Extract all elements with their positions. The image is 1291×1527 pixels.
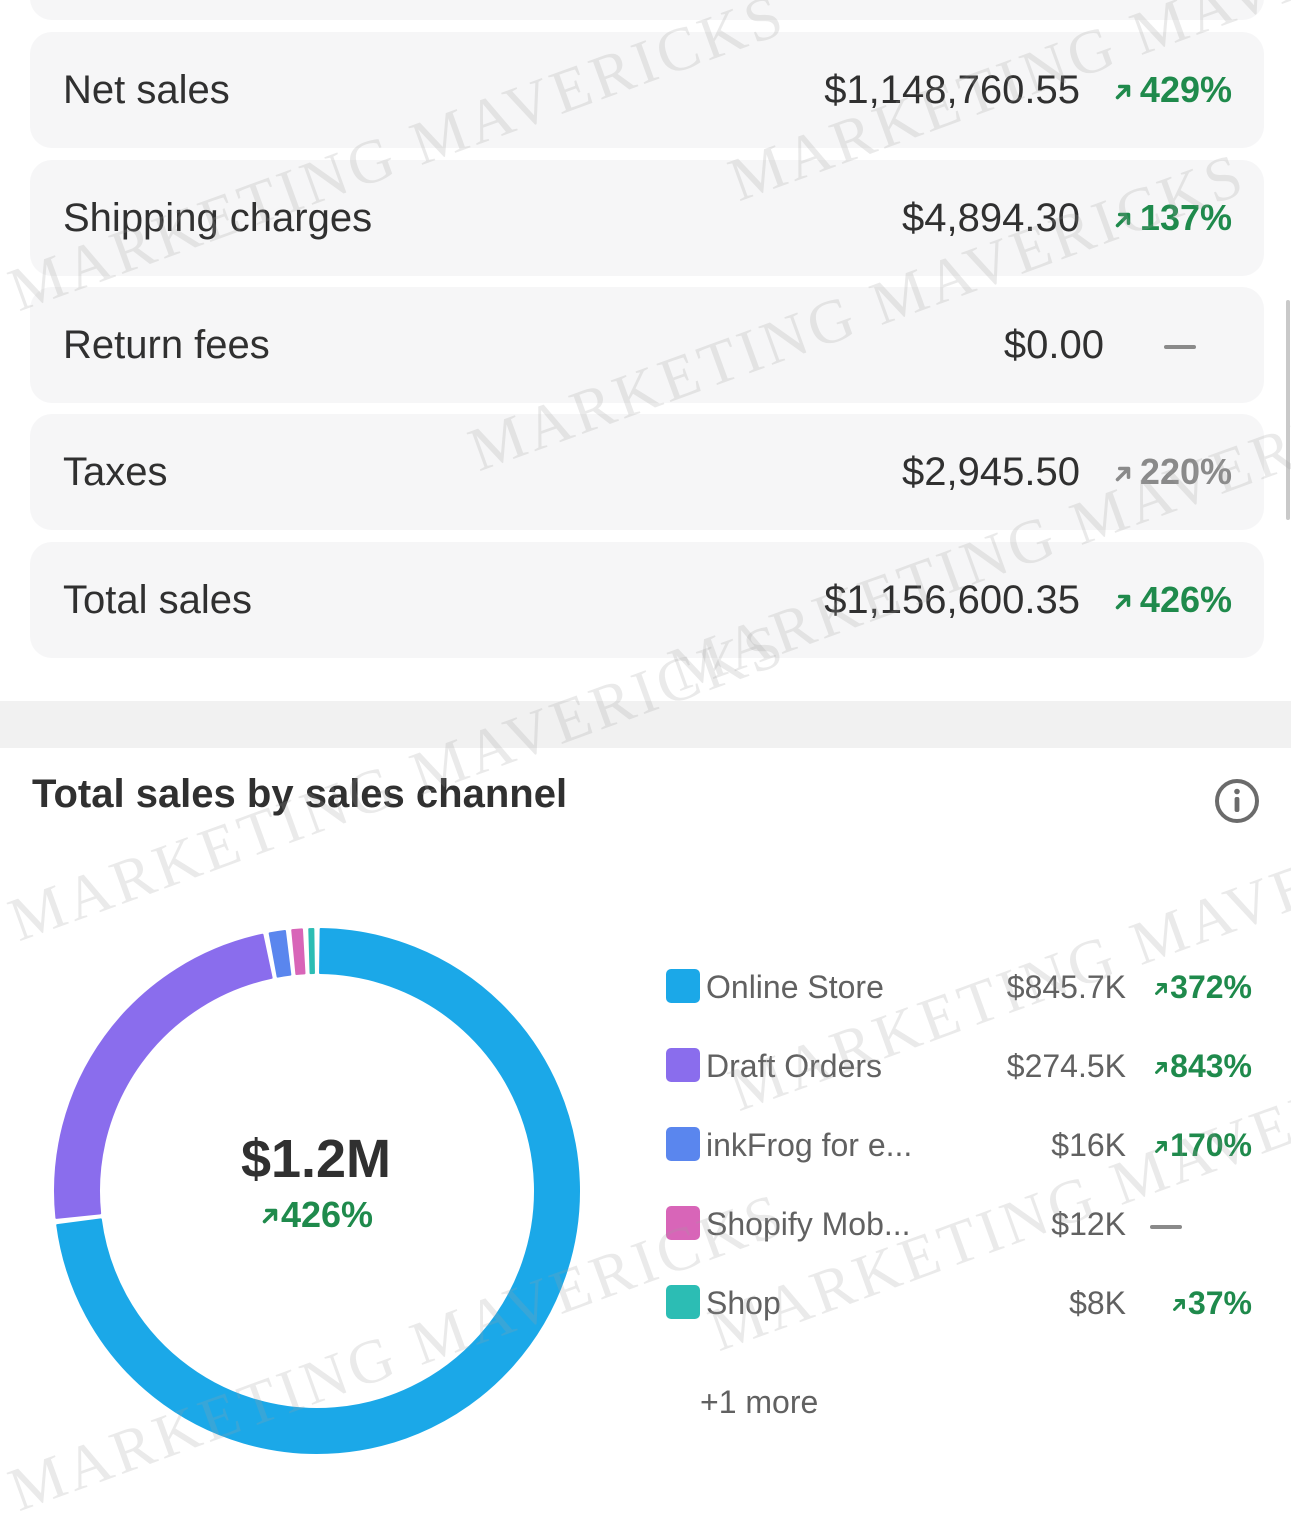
legend-value: $274.5K <box>1006 1048 1126 1084</box>
arrow-up-right-icon <box>1155 1062 1168 1074</box>
scrollbar-thumb[interactable] <box>1286 300 1290 520</box>
info-icon[interactable] <box>1212 776 1262 826</box>
no-change-dash-icon <box>1164 345 1196 350</box>
arrow-up-right-icon <box>1115 467 1131 482</box>
chart-total-change: 426% <box>186 1194 446 1236</box>
metrics-panel: Net sales $1,148,760.55 429% Shipping ch… <box>0 0 1291 700</box>
metric-row-total-sales[interactable]: Total sales $1,156,600.35 426% <box>30 542 1264 658</box>
donut-slice-inkfrog-for-e[interactable] <box>268 929 292 978</box>
legend-change: 372% <box>1132 957 1252 1017</box>
donut-chart <box>54 928 580 1454</box>
metric-row-net-sales[interactable]: Net sales $1,148,760.55 429% <box>30 32 1264 148</box>
change-percent: 426% <box>1139 579 1232 620</box>
metric-change: 429% <box>1102 32 1232 148</box>
arrow-up-right-icon <box>1155 983 1168 995</box>
change-percent: 170% <box>1170 1127 1252 1163</box>
arrow-up-right-icon <box>1115 213 1131 228</box>
metric-row-shipping-charges[interactable]: Shipping charges $4,894.30 137% <box>30 160 1264 276</box>
metric-value: $1,148,760.55 <box>824 68 1080 112</box>
legend-item[interactable]: Shop $8K 37% <box>666 1273 1256 1333</box>
change-percent: 372% <box>1170 969 1252 1005</box>
legend-item[interactable]: Online Store $845.7K 372% <box>666 957 1256 1017</box>
metric-change: 137% <box>1102 160 1232 276</box>
change-percent: 429% <box>1139 69 1232 110</box>
legend-item[interactable]: Draft Orders $274.5K 843% <box>666 1036 1256 1096</box>
metric-label: Shipping charges <box>63 196 373 240</box>
legend-label: inkFrog for e... <box>706 1127 913 1163</box>
metric-row-taxes[interactable]: Taxes $2,945.50 220% <box>30 414 1264 530</box>
legend-label: Shopify Mob... <box>706 1206 911 1242</box>
legend-swatch <box>666 1127 700 1161</box>
legend-label: Online Store <box>706 969 884 1005</box>
more-channels-link[interactable]: +1 more <box>700 1384 819 1420</box>
donut-slice-shop[interactable] <box>308 928 315 975</box>
change-percent: 220% <box>1139 451 1232 492</box>
legend-swatch <box>666 1048 700 1082</box>
legend-swatch <box>666 1206 700 1240</box>
arrow-up-right-icon <box>1173 1299 1185 1311</box>
metric-change <box>1066 287 1196 403</box>
change-percent: 137% <box>1139 197 1232 238</box>
donut-slice-draft-orders[interactable] <box>54 933 273 1219</box>
legend-swatch <box>666 1285 700 1319</box>
section-divider <box>0 701 1291 748</box>
metric-change: 220% <box>1102 414 1232 530</box>
arrow-up-right-icon <box>262 1208 278 1224</box>
arrow-up-right-icon <box>1115 85 1131 100</box>
legend-swatch <box>666 969 700 1003</box>
change-percent: 426% <box>280 1194 374 1235</box>
metric-label: Taxes <box>63 450 168 494</box>
metric-label: Net sales <box>63 68 230 112</box>
legend-change <box>1132 1194 1252 1254</box>
arrow-up-right-icon <box>1115 595 1131 610</box>
legend-label: Shop <box>706 1285 781 1321</box>
change-percent: 37% <box>1187 1285 1252 1321</box>
metric-value: $0.00 <box>1003 323 1104 367</box>
metric-label: Return fees <box>63 323 270 367</box>
legend-change: 37% <box>1132 1273 1252 1333</box>
legend-value: $845.7K <box>1006 969 1126 1005</box>
metric-value: $2,945.50 <box>902 450 1080 494</box>
legend-item[interactable]: inkFrog for e... $16K 170% <box>666 1115 1256 1175</box>
metric-row-cut-off <box>30 0 1264 20</box>
donut-slice-online-store[interactable] <box>56 928 580 1454</box>
legend-label: Draft Orders <box>706 1048 883 1084</box>
legend-value: $12K <box>1051 1206 1126 1242</box>
metric-change: 426% <box>1102 542 1232 658</box>
change-percent: 843% <box>1170 1048 1252 1084</box>
legend-change: 170% <box>1132 1115 1252 1175</box>
metric-label: Total sales <box>63 578 252 622</box>
metric-value: $1,156,600.35 <box>824 578 1080 622</box>
chart-total-value: $1.2M <box>240 1129 392 1189</box>
section-title: Total sales by sales channel <box>32 772 568 816</box>
no-change-dash-icon <box>1150 1224 1182 1229</box>
legend-item[interactable]: Shopify Mob... $12K <box>666 1194 1256 1254</box>
metric-row-return-fees[interactable]: Return fees $0.00 <box>30 287 1264 403</box>
legend-change: 843% <box>1132 1036 1252 1096</box>
donut-slice-shopify-mob[interactable] <box>291 928 306 975</box>
metric-value: $4,894.30 <box>902 196 1080 240</box>
arrow-up-right-icon <box>1155 1141 1168 1153</box>
legend-value: $16K <box>1051 1127 1126 1163</box>
legend-value: $8K <box>1069 1285 1126 1321</box>
